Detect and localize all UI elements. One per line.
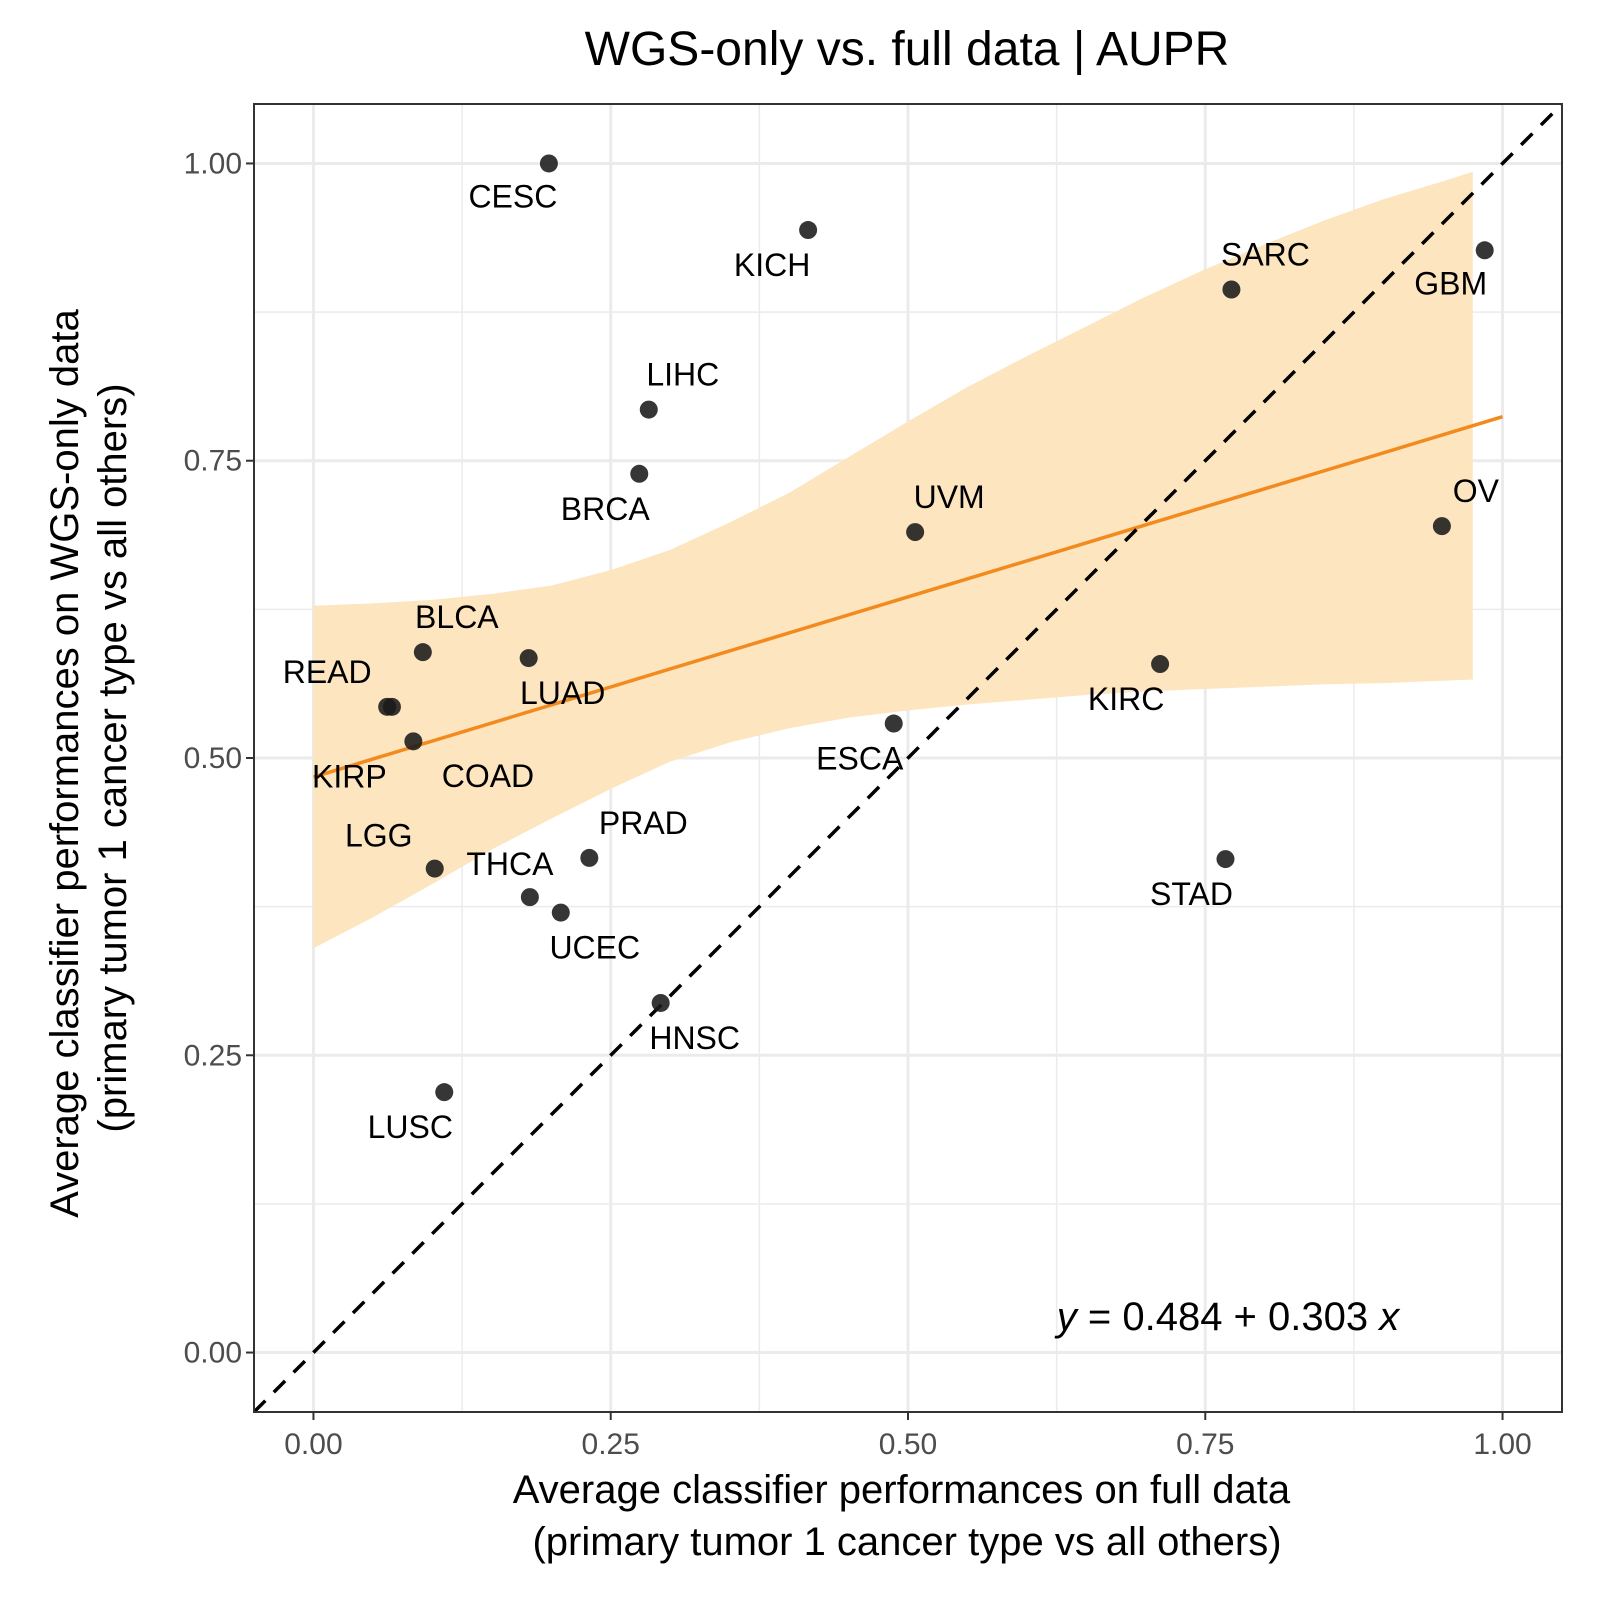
data-point xyxy=(520,888,539,907)
data-points xyxy=(378,154,1494,1102)
data-point xyxy=(1432,517,1451,536)
data-point-label: COAD xyxy=(442,758,534,794)
data-point xyxy=(1216,850,1235,869)
data-point xyxy=(382,697,401,716)
data-point-label: LGG xyxy=(345,818,413,854)
x-axis-title-line-1: Average classifier performances on full … xyxy=(513,1468,1291,1512)
y-axis-title-line-1: Average classifier performances on WGS-o… xyxy=(43,309,87,1218)
data-point xyxy=(413,643,432,662)
data-point xyxy=(906,523,925,542)
data-point xyxy=(551,903,570,922)
data-point xyxy=(630,464,649,483)
data-point xyxy=(539,154,558,173)
x-tick-label: 0.00 xyxy=(284,1428,342,1461)
y-tick-label: 0.00 xyxy=(184,1337,242,1370)
data-point-label: BRCA xyxy=(561,491,651,527)
data-point-label: GBM xyxy=(1414,265,1487,301)
y-axis-title-line-2: (primary tumor 1 cancer type vs all othe… xyxy=(91,383,135,1132)
data-point xyxy=(1222,280,1241,299)
equation-body: = 0.484 + 0.303 xyxy=(1077,1295,1379,1339)
data-point-label: SARC xyxy=(1221,236,1310,272)
data-point xyxy=(639,400,658,419)
x-tick-label: 1.00 xyxy=(1473,1428,1531,1461)
data-point-label: LIHC xyxy=(646,357,719,393)
x-tick-label: 0.50 xyxy=(879,1428,937,1461)
data-point-label: KIRP xyxy=(312,758,387,794)
data-point xyxy=(651,993,670,1012)
regression-line xyxy=(312,415,1504,779)
equation-x: x xyxy=(1377,1295,1401,1339)
data-point xyxy=(884,714,903,733)
data-point xyxy=(435,1083,454,1102)
y-tick-label: 0.75 xyxy=(184,445,242,478)
data-point-label: THCA xyxy=(466,846,554,882)
data-point-label: ESCA xyxy=(816,741,904,777)
data-point-label: STAD xyxy=(1150,876,1233,912)
confidence-band-area xyxy=(313,171,1473,949)
x-axis-title: Average classifier performances on full … xyxy=(513,1468,1302,1564)
y-axis-title: Average classifier performances on WGS-o… xyxy=(43,298,135,1218)
regression-fit-line xyxy=(312,415,1504,779)
identity-line xyxy=(254,104,1562,1412)
equation-y: y xyxy=(1054,1295,1080,1339)
data-point-label: BLCA xyxy=(415,599,499,635)
y-tick-label: 0.25 xyxy=(184,1039,242,1072)
data-point-label: LUSC xyxy=(368,1109,453,1145)
data-point-label: KICH xyxy=(734,247,810,283)
data-point xyxy=(425,859,444,878)
y-tick-label: 0.50 xyxy=(184,742,242,775)
x-tick-label: 0.75 xyxy=(1176,1428,1234,1461)
data-point-label: KIRC xyxy=(1088,681,1164,717)
point-labels: CESC KICH SARC GBM LIHC BRCA UVM OV BLCA LUAD KIRC… xyxy=(283,178,1500,1145)
y-axis-ticks: 0.00 0.25 0.50 0.75 1.00 xyxy=(184,147,254,1370)
y-tick-label: 1.00 xyxy=(184,147,242,180)
data-point xyxy=(404,732,423,751)
x-axis-title-line-2: (primary tumor 1 cancer type vs all othe… xyxy=(532,1520,1281,1564)
data-point-label: PRAD xyxy=(599,805,688,841)
x-tick-label: 0.25 xyxy=(582,1428,640,1461)
data-point-label: UCEC xyxy=(549,930,640,966)
data-point-label: CESC xyxy=(468,178,557,214)
regression-equation: y = 0.484 + 0.303 x xyxy=(1054,1295,1401,1339)
data-point xyxy=(1151,655,1170,674)
data-point-label: HNSC xyxy=(649,1020,740,1056)
identity-dashed-line xyxy=(254,104,1562,1412)
data-point xyxy=(580,848,599,867)
chart-title: WGS-only vs. full data | AUPR xyxy=(585,23,1230,76)
data-point-label: LUAD xyxy=(520,675,605,711)
data-point xyxy=(1475,241,1494,260)
data-point-label: OV xyxy=(1453,473,1500,509)
data-point xyxy=(799,221,818,240)
x-axis-ticks: 0.00 0.25 0.50 0.75 1.00 xyxy=(284,1412,1532,1461)
data-point xyxy=(519,649,538,668)
confidence-band xyxy=(313,171,1473,949)
data-point-label: READ xyxy=(283,654,372,690)
data-point-label: UVM xyxy=(914,479,985,515)
